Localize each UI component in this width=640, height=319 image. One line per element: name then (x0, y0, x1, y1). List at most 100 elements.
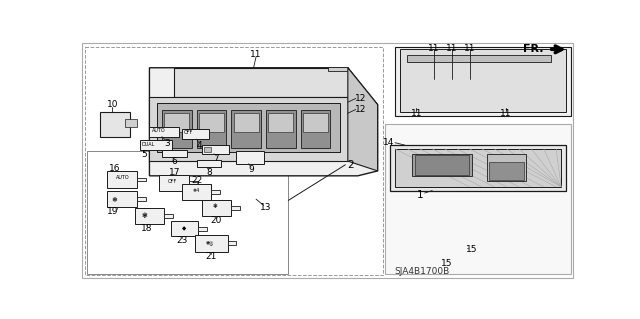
Circle shape (227, 74, 236, 78)
Polygon shape (182, 129, 209, 139)
Polygon shape (195, 235, 228, 252)
Circle shape (288, 84, 293, 86)
Circle shape (207, 74, 216, 78)
Polygon shape (159, 175, 189, 191)
Bar (234, 113, 259, 132)
Circle shape (307, 74, 315, 78)
Polygon shape (202, 200, 231, 216)
Circle shape (465, 79, 474, 84)
Polygon shape (182, 184, 211, 200)
Polygon shape (395, 149, 561, 187)
Bar (231, 109, 261, 148)
Circle shape (554, 102, 563, 107)
Text: 12: 12 (355, 94, 366, 103)
Circle shape (248, 84, 253, 86)
Polygon shape (198, 227, 207, 231)
Bar (328, 67, 348, 71)
Polygon shape (150, 68, 378, 176)
Text: 11: 11 (464, 44, 476, 53)
Polygon shape (228, 241, 237, 245)
Text: 9: 9 (248, 165, 254, 174)
Polygon shape (236, 151, 264, 164)
Circle shape (356, 129, 369, 135)
Bar (301, 109, 330, 148)
Circle shape (209, 84, 214, 86)
Text: 3: 3 (164, 139, 170, 148)
Text: ❅: ❅ (112, 197, 118, 204)
Text: 4: 4 (196, 141, 202, 150)
Circle shape (519, 79, 528, 84)
Text: 7: 7 (214, 154, 220, 163)
Text: SJA4B1700B: SJA4B1700B (395, 267, 450, 276)
Polygon shape (231, 206, 240, 210)
Text: 11: 11 (446, 44, 458, 53)
Polygon shape (108, 191, 137, 207)
Circle shape (441, 254, 453, 260)
Polygon shape (196, 160, 221, 167)
Bar (125, 119, 137, 127)
Polygon shape (137, 178, 146, 182)
Bar (204, 147, 211, 152)
Bar (303, 113, 328, 132)
Text: 15: 15 (466, 245, 477, 254)
Text: OFF: OFF (168, 180, 177, 184)
Polygon shape (211, 190, 220, 194)
Circle shape (403, 102, 412, 107)
Bar (412, 154, 472, 176)
Polygon shape (100, 112, 129, 137)
Bar (266, 109, 296, 148)
Text: 19: 19 (106, 207, 118, 216)
Polygon shape (189, 181, 198, 185)
Text: 14: 14 (383, 138, 395, 147)
Circle shape (403, 79, 412, 84)
Text: ❃: ❃ (141, 213, 147, 219)
Bar (164, 113, 189, 132)
Text: 15: 15 (442, 258, 452, 268)
Circle shape (412, 79, 420, 84)
Text: 11: 11 (250, 50, 262, 59)
Polygon shape (348, 68, 378, 171)
Circle shape (356, 151, 369, 157)
Bar (486, 154, 526, 181)
Polygon shape (108, 171, 137, 188)
Text: ❃: ❃ (212, 204, 217, 209)
Text: OFF: OFF (184, 130, 193, 135)
Text: 10: 10 (106, 100, 118, 109)
Text: 22: 22 (191, 176, 202, 185)
Text: 20: 20 (211, 216, 222, 225)
Circle shape (287, 74, 295, 78)
Text: 16: 16 (109, 164, 120, 173)
Polygon shape (150, 97, 348, 161)
Text: 17: 17 (168, 168, 180, 177)
Text: 21: 21 (205, 252, 217, 261)
Circle shape (308, 84, 313, 86)
Circle shape (537, 79, 546, 84)
Text: AUTO: AUTO (152, 128, 166, 133)
Circle shape (501, 79, 510, 84)
Text: 1: 1 (417, 190, 423, 200)
Text: 11: 11 (428, 44, 440, 53)
Polygon shape (164, 214, 173, 218)
Bar (395, 47, 571, 116)
Bar (385, 124, 571, 274)
Text: ❃◎: ❃◎ (205, 240, 214, 245)
Text: 12: 12 (355, 105, 366, 114)
Polygon shape (390, 145, 566, 190)
Text: 18: 18 (141, 224, 153, 233)
Text: 11: 11 (500, 109, 511, 118)
Polygon shape (134, 208, 164, 224)
Text: ◆: ◆ (182, 226, 186, 231)
Bar (415, 155, 469, 174)
Polygon shape (157, 103, 340, 152)
Bar (269, 113, 293, 132)
Text: 13: 13 (260, 203, 272, 212)
Bar (196, 109, 227, 148)
Bar (489, 162, 524, 180)
Circle shape (247, 74, 255, 78)
Circle shape (356, 107, 369, 113)
Text: ❅4: ❅4 (193, 188, 200, 193)
Circle shape (447, 79, 456, 84)
Text: AUTO: AUTO (116, 175, 129, 180)
Polygon shape (137, 197, 146, 201)
Polygon shape (162, 150, 187, 157)
